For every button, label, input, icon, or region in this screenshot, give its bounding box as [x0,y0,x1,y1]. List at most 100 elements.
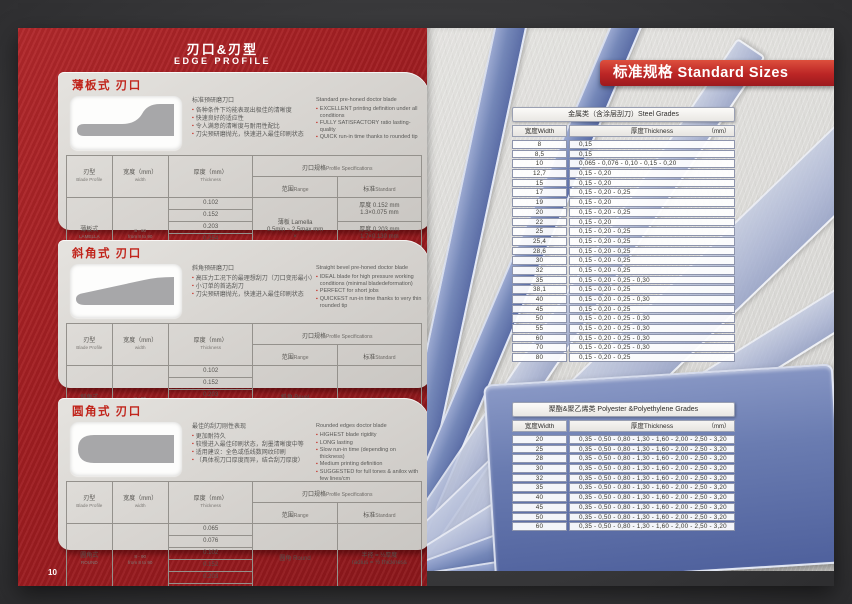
width-cell: 20 [512,435,567,444]
bullet-icon: ▪ [192,449,194,455]
column-header: 刃型 Blade Profile [66,155,113,198]
table-row: 45 0,35 - 0,50 - 0,80 - 1,30 - 1,60 - 2,0… [512,502,735,512]
bullet-item: ▪ 较慢进入最佳印刷状态，刮墨清晰度中等 [192,441,314,449]
thickness-cell: 0,15 - 0,20 - 0,25 - 0,30 [569,275,735,285]
column-header: 宽度（mm） width [111,323,169,366]
width-column-header: 宽度Width [512,420,567,432]
table-row: 40 0,15 - 0,20 - 0,25 - 0,30 [512,295,735,304]
header-en: Blade Profile [76,345,103,351]
blade-profile-image [70,422,182,476]
thickness-cell: 0,35 - 0,50 - 0,80 - 1,30 - 1,60 - 2,00 … [569,502,735,512]
bullet-text: Slow run-in time (depending on thickness… [319,447,396,460]
bullet-item: ▪ 适用建议：全色或低线数网纹印刷 [192,449,314,457]
header-cn: 范围 [281,513,294,519]
table-row: 10 0,065 - 0,076 - 0,10 - 0,15 - 0,20 [512,159,735,169]
table-row: 28,6 0,15 - 0,20 - 0,25 [512,246,735,256]
table-row: 25 0,15 - 0,20 - 0,25 [512,227,735,236]
table-row: 38,1 0,15 - 0,20 - 0,25 [512,285,735,294]
bullet-icon: ▪ [192,107,194,113]
thickness-cell: 0,15 - 0,20 - 0,25 [569,236,735,246]
bullets-cn-header: 标准预研磨刀口 [192,98,235,104]
blade-profile-cell: 圆角式 ROUND [66,523,113,586]
right-page: 标准规格 Standard Sizes 金属类（含涂层刮刀）Steel Grad… [427,28,834,571]
column-subheader: 范围Range [252,344,338,366]
bullet-icon: ▪ [316,461,318,467]
thickness-cell: 0.102 [167,365,254,378]
table-row: 32 0,35 - 0,50 - 0,80 - 1,30 - 1,60 - 2,0… [512,473,735,483]
bullet-item: ▪ 刀尖预研磨抛光，快速进入最佳印刷状态 [192,291,314,299]
bullets-cn: 标准预研磨刀口 ▪ 各种条件下均能表现出极佳的清晰度 ▪ 快速良好的适应性 ▪ 令人满意的清… [192,97,314,139]
section-title: 薄板式 刃口 [72,80,142,92]
thickness-cell: 0,15 - 0,20 [569,198,735,207]
section-bevel: 斜角式 刃口 斜角预研磨刀口 ▪ 高压力工况下的最理想刮刀（刀口变形最小） ▪ 小订单的… [58,240,427,438]
table-row: 30 0,35 - 0,50 - 0,80 - 1,30 - 1,60 - 2,0… [512,464,735,473]
width-cell: 45 [512,502,567,512]
header-cn: 标准 [363,187,376,193]
thickness-cell: 0,15 - 0,20 - 0,25 - 0,30 [569,295,735,304]
spec-table-head: 刃型 Blade Profile 宽度（mm） width 厚度（mm） Thicknes… [66,155,423,198]
table-row: 35 0,15 - 0,20 - 0,25 - 0,30 [512,275,735,285]
bullet-icon: ▪ [192,115,194,121]
width-cell: 80 [512,353,567,362]
width-cell: 50 [512,314,567,324]
thickness-column-header: 厚度Thickness （mm） [569,420,735,432]
thickness-cell: 0,15 - 0,20 - 0,25 [569,353,735,362]
header-en: Profile Specifications [326,334,373,340]
thickness-cell: 0,15 - 0,20 - 0,25 [569,188,735,198]
bullet-text: 各种条件下均能表现出极佳的清晰度 [195,108,292,114]
column-subheader: 范围Range [252,502,338,524]
header-cn: 标准 [363,355,376,361]
table-row: 60 0,35 - 0,50 - 0,80 - 1,30 - 1,60 - 2,0… [512,522,735,531]
bullet-item: ▪ 各种条件下均能表现出极佳的清晰度 [192,107,314,115]
bullet-icon: ▪ [192,441,194,447]
spec-table-body: 圆角式 ROUND 8 - 90 from 8 to 90 0.065 圆角 Round 半… [66,523,423,586]
width-cell: 50 [512,512,567,522]
bullet-text: 适用建议：全色或低线数网纹印刷 [195,450,286,456]
thickness-cell: 0,35 - 0,50 - 0,80 - 1,30 - 1,60 - 2,00 … [569,444,735,454]
header-en: width [134,345,146,351]
table-row: 45 0,15 - 0,20 - 0,25 [512,304,735,314]
thickness-cell: 0,15 - 0,20 [569,178,735,188]
catalog-spread: 刃口&刃型 EDGE PROFILE 薄板式 刃口 标准预研磨刀口 ▪ 各种条件下均… [18,28,834,586]
bullet-item: ▪ Slow run-in time (depending on thicknes… [316,447,422,461]
bullets-cn: 最佳的刮刀刚性表现 ▪ 更加耐持久 ▪ 较慢进入最佳印刷状态，刮墨清晰度中等 ▪ 适用建议：… [192,423,314,465]
bullet-text: （具体视刀口厚度而异，结合刮刀厚度） [195,458,304,464]
table-row: 薄板式 LAMELLA 8 - 90 from 8 to 90 0.102 薄板 Lame… [66,197,423,270]
table-row: 32 0,15 - 0,20 - 0,25 [512,265,735,275]
thickness-cell: 0.076 [167,535,254,548]
unit-label: （mm） [708,129,730,135]
bullet-text: HIGHEST blade rigidity [319,432,377,438]
width-cell: 10 [512,159,567,169]
thickness-cell: 0,35 - 0,50 - 0,80 - 1,30 - 1,60 - 2,00 … [569,483,735,493]
bullet-text: 刀尖预研磨抛光，快速进入最佳印刷状态 [195,292,304,298]
bullets-en-header: Rounded edges doctor blade [316,423,387,429]
header-en: Standard [375,513,396,519]
header-en: Profile Specifications [326,492,373,498]
page-title-cn: 刃口&刃型 [186,42,259,57]
header-cn: 宽度（mm） [123,170,158,177]
width-cell: 30 [512,464,567,473]
header-cn: 刃口规格 [302,166,327,172]
bullet-text: 小订单的首选刮刀 [195,284,244,290]
table-row: 60 0,15 - 0,20 - 0,25 - 0,30 [512,333,735,343]
bullet-text: 较慢进入最佳印刷状态，刮墨清晰度中等 [195,442,304,448]
blade-profile-image [70,264,182,318]
column-header: 厚度（mm） Thickness [167,481,254,524]
thickness-cell: 0.102 [167,197,254,210]
table-header-row: 宽度Width 厚度Thickness （mm） [512,125,735,137]
table-row: 28 0,35 - 0,50 - 0,80 - 1,30 - 1,60 - 2,0… [512,454,735,464]
thickness-cell: 0,35 - 0,50 - 0,80 - 1,30 - 1,60 - 2,00 … [569,473,735,483]
range-line: × [293,233,297,240]
table-row: 22 0,15 - 0,20 [512,217,735,227]
bullets-cn-header: 斜角预研磨刀口 [192,266,235,272]
bullet-item: ▪ QUICKEST run-in time thanks to very thi… [316,296,422,310]
width-cell: 25 [512,444,567,454]
range-line: 0.5min ~ 2.5max mm [267,226,324,233]
width-cell: 28,6 [512,246,567,256]
bullet-text: LONG lasting [319,439,353,446]
table-row: 20 0,35 - 0,50 - 0,80 - 1,30 - 1,60 - 2,0… [512,435,735,444]
standard-line: 半径 = ½厚度 [361,552,398,559]
bullet-item: ▪ 令人满意的清晰度与耐用性配比 [192,123,314,131]
